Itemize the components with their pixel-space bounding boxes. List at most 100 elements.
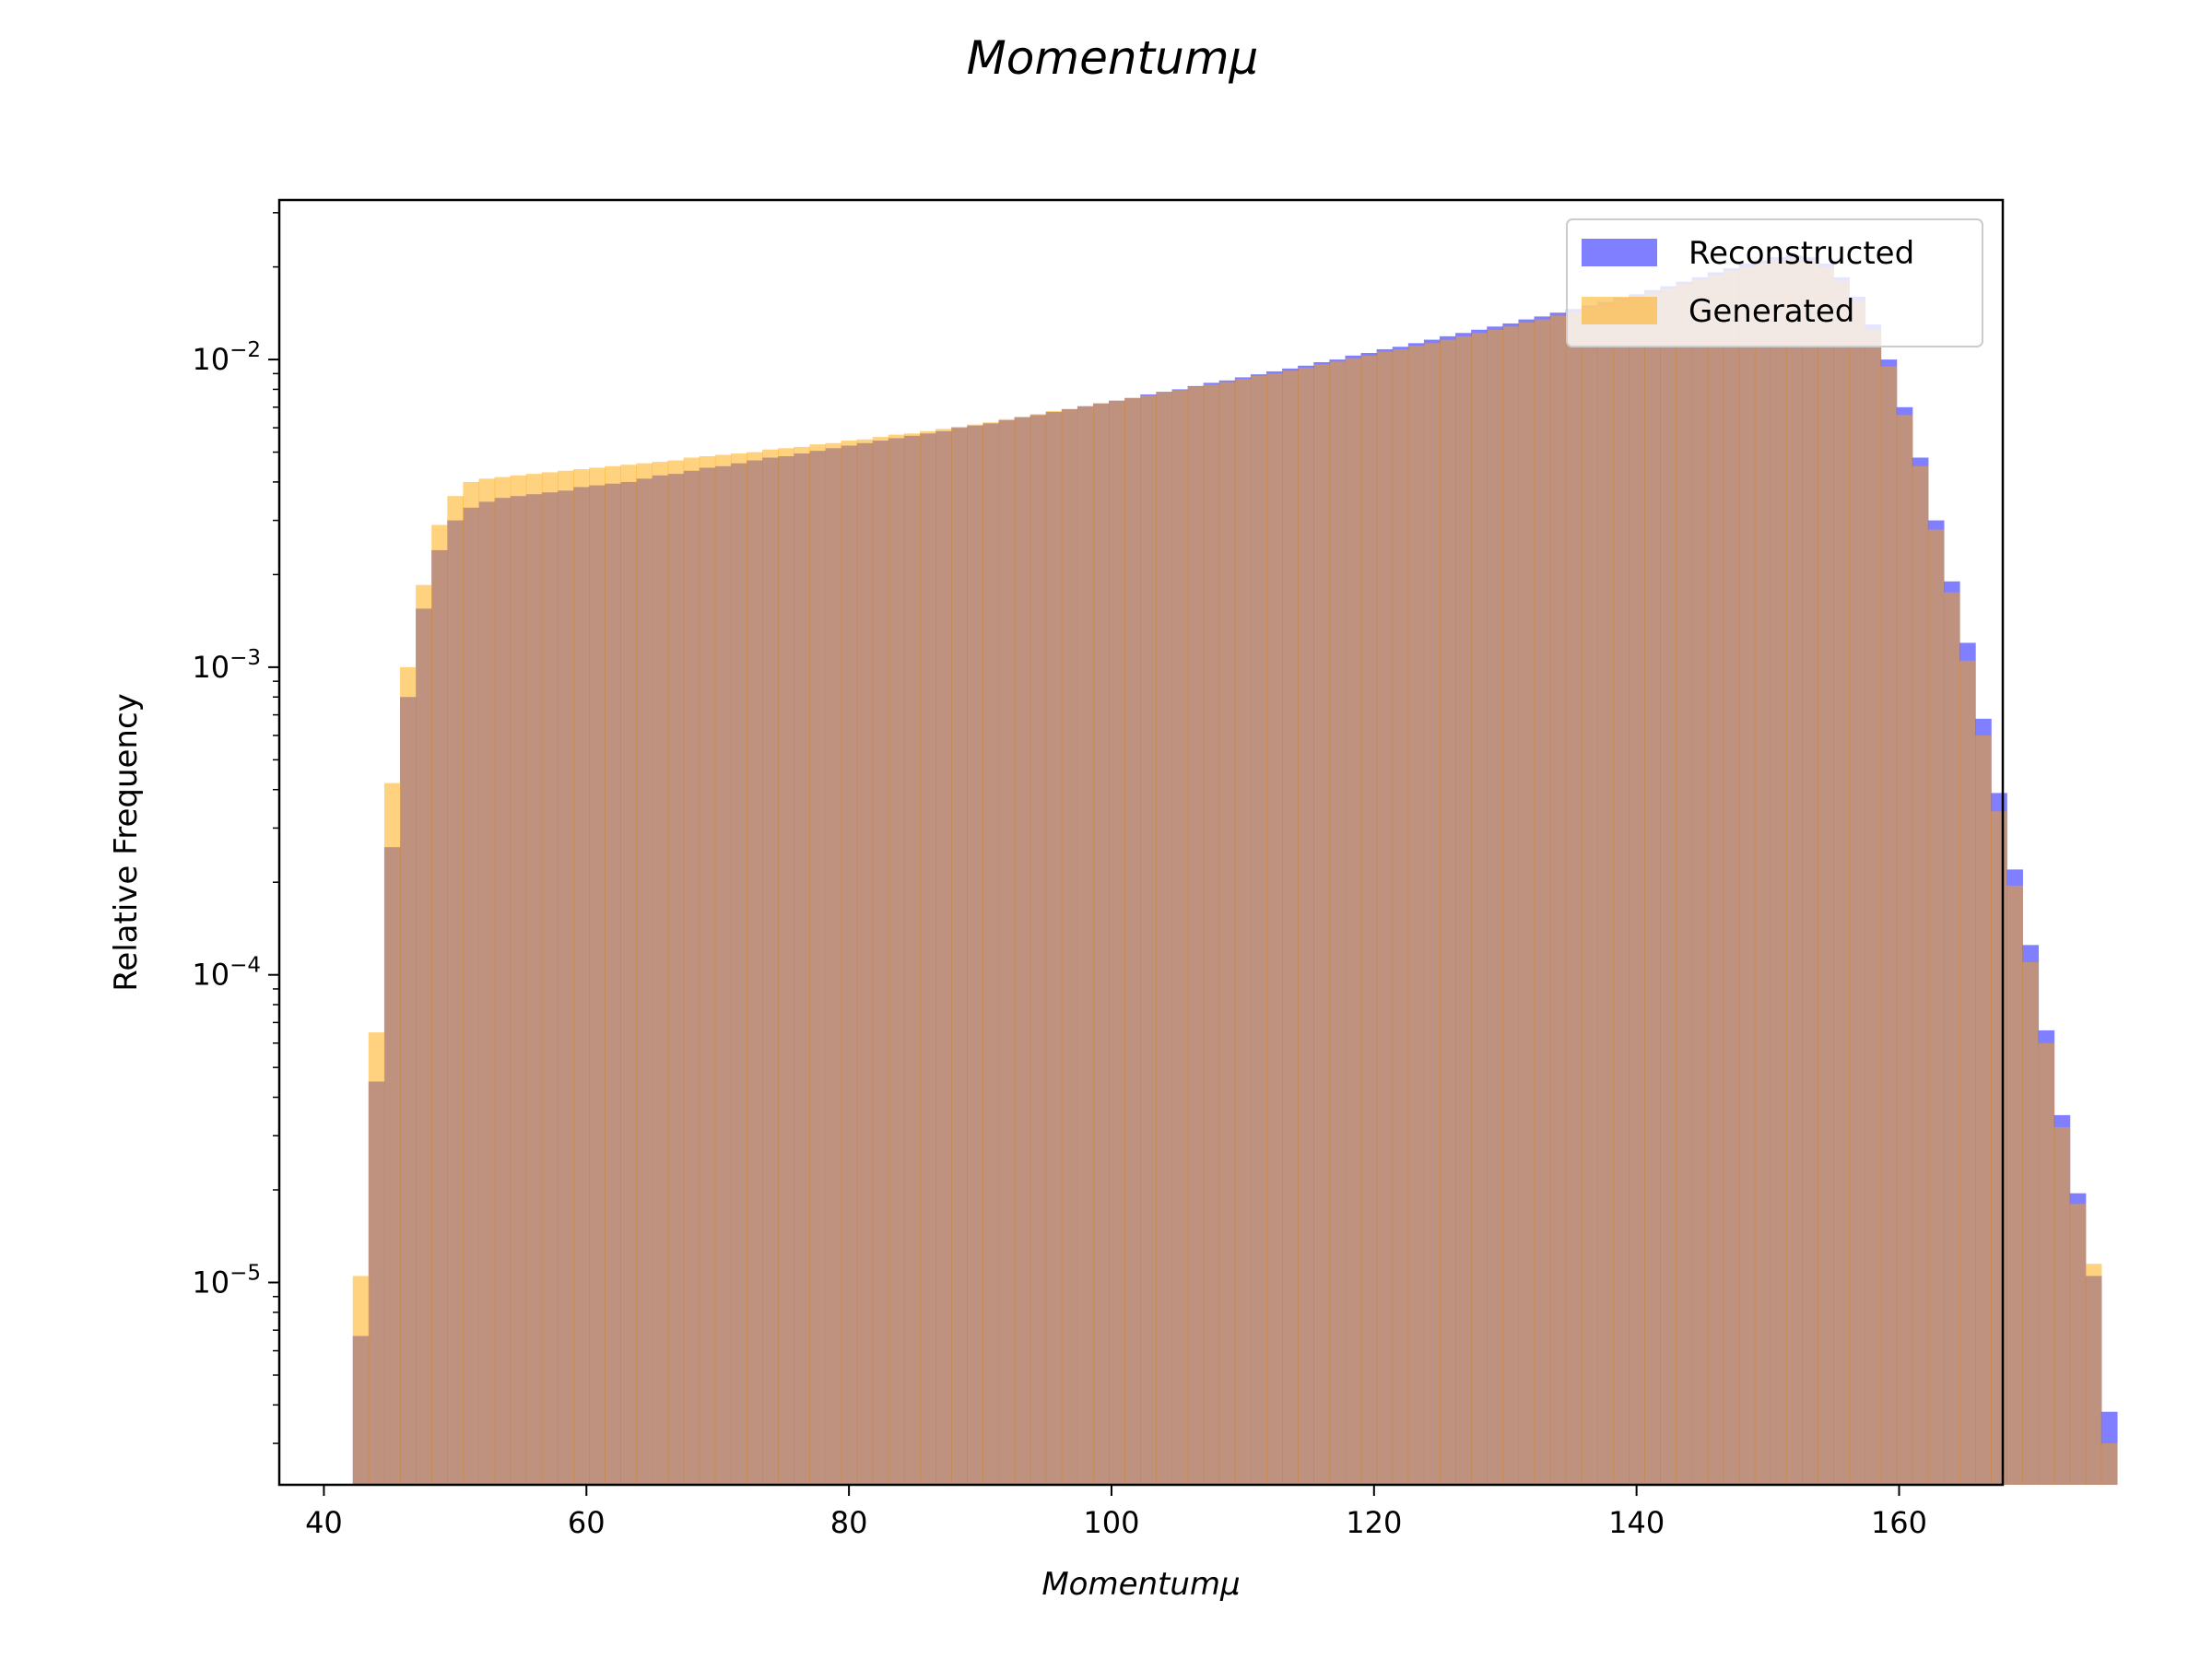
histogram-bar xyxy=(1802,260,1818,1485)
histogram-bar xyxy=(1896,415,1913,1485)
histogram-bar xyxy=(1565,312,1583,1486)
x-tick-label: 160 xyxy=(1871,1505,1927,1540)
histogram-bar xyxy=(1865,329,1882,1486)
y-tick-label: 10−2 xyxy=(192,338,261,377)
histogram-bar xyxy=(463,481,480,1486)
x-axis-label: Momentumμ xyxy=(1041,1566,1240,1603)
histogram-bar xyxy=(1077,406,1094,1485)
histogram-bar xyxy=(1282,371,1299,1485)
histogram-bar xyxy=(1770,260,1787,1485)
x-tick-label: 140 xyxy=(1608,1505,1665,1540)
x-tick-label: 120 xyxy=(1346,1505,1402,1540)
histogram-bar xyxy=(1943,592,1960,1485)
histogram-bar xyxy=(1140,394,1157,1485)
histogram-bar xyxy=(1644,292,1661,1485)
histogram-bar xyxy=(1471,333,1488,1485)
histogram-bar xyxy=(920,430,936,1485)
histogram-bar xyxy=(903,433,921,1485)
series-generated xyxy=(352,258,2118,1486)
histogram-bar xyxy=(1030,414,1047,1486)
histogram-bar xyxy=(620,465,637,1485)
histogram-bar xyxy=(1250,375,1267,1485)
histogram-bar xyxy=(652,462,669,1486)
histogram-bar xyxy=(794,446,810,1485)
histogram-bar xyxy=(1786,258,1803,1486)
histogram-bar xyxy=(809,444,827,1485)
histogram-bar xyxy=(778,448,794,1485)
histogram-bar xyxy=(856,439,874,1485)
histogram-bar xyxy=(699,455,716,1486)
histogram-bar xyxy=(1549,315,1567,1486)
histogram-bar xyxy=(510,475,527,1485)
histogram-bar xyxy=(2069,1204,2087,1485)
histogram-bar xyxy=(714,454,732,1485)
histogram-bar xyxy=(1093,403,1110,1486)
histogram-bar xyxy=(478,478,496,1485)
y-axis: 10−5 10−4 10−3 10−2 xyxy=(192,212,279,1444)
histogram-bar xyxy=(998,418,1016,1485)
x-tick-label: 100 xyxy=(1083,1505,1139,1540)
histogram-bar xyxy=(352,1276,370,1485)
y-tick-label: 10−5 xyxy=(192,1261,261,1300)
histogram-bar xyxy=(1518,322,1535,1486)
histogram-bar xyxy=(541,472,559,1486)
histogram-bar xyxy=(1266,373,1283,1485)
histogram-bar xyxy=(1927,529,1945,1485)
histogram-bar xyxy=(888,434,905,1485)
plot-area xyxy=(277,198,2118,1487)
y-tick-label: 10−4 xyxy=(192,954,261,993)
histogram-bar xyxy=(951,426,968,1486)
histogram-bar xyxy=(1833,280,1850,1485)
chart-title: Momentumμ xyxy=(967,31,1259,85)
histogram-bar xyxy=(1880,366,1898,1485)
histogram-bar xyxy=(1313,364,1330,1485)
histogram-bar xyxy=(2085,1264,2102,1485)
histogram-bar xyxy=(557,470,574,1485)
histogram-bar xyxy=(1171,390,1189,1486)
histogram-bar xyxy=(1109,400,1125,1486)
histogram-bar xyxy=(1660,288,1677,1485)
histogram-bar xyxy=(1124,397,1141,1485)
histogram-bar xyxy=(1613,300,1630,1485)
histogram-bar xyxy=(1723,271,1740,1485)
y-tick-label: 10−3 xyxy=(192,646,261,685)
legend: Reconstructed Generated xyxy=(1566,218,1983,347)
histogram-bar xyxy=(1298,368,1314,1485)
histogram-bar xyxy=(1203,384,1220,1486)
histogram-bar xyxy=(1707,275,1724,1485)
histogram-bar xyxy=(573,469,590,1486)
histogram-bar xyxy=(431,524,448,1485)
legend-label-generated: Generated xyxy=(1688,293,1854,330)
histogram-bar xyxy=(383,782,401,1485)
histogram-bar xyxy=(872,437,889,1485)
histogram-bar xyxy=(1691,279,1709,1485)
histogram-bar xyxy=(1455,335,1472,1485)
histogram-bar xyxy=(747,452,763,1485)
histogram-bar xyxy=(400,666,417,1485)
histogram-bar xyxy=(825,442,842,1485)
histogram-bar xyxy=(2100,1443,2118,1485)
histogram-bar xyxy=(1392,348,1409,1486)
histogram-bar xyxy=(1376,351,1394,1485)
histogram-bar xyxy=(1156,393,1173,1486)
histogram-bar xyxy=(1754,264,1771,1485)
histogram-bar xyxy=(2038,1042,2055,1485)
histogram-bar xyxy=(1014,417,1031,1485)
histogram-bar xyxy=(2022,961,2040,1485)
x-axis: 40 60 80 100 120 140 160 xyxy=(305,1485,1927,1540)
legend-swatch-reconstructed xyxy=(1582,239,1657,266)
x-tick-label: 80 xyxy=(830,1505,868,1540)
histogram-bar xyxy=(2053,1126,2071,1485)
histogram-bar xyxy=(1440,339,1456,1485)
histogram-bar xyxy=(1487,329,1503,1486)
legend-label-reconstructed: Reconstructed xyxy=(1688,235,1914,272)
histogram-bar xyxy=(1360,355,1378,1485)
histogram-bar xyxy=(967,424,983,1485)
histogram-bar xyxy=(1676,284,1693,1485)
histogram-bar xyxy=(525,474,543,1485)
histogram-bar xyxy=(1423,343,1441,1485)
x-tick-label: 60 xyxy=(568,1505,606,1540)
histogram-bar xyxy=(1849,300,1866,1485)
histogram-bar xyxy=(667,460,685,1485)
